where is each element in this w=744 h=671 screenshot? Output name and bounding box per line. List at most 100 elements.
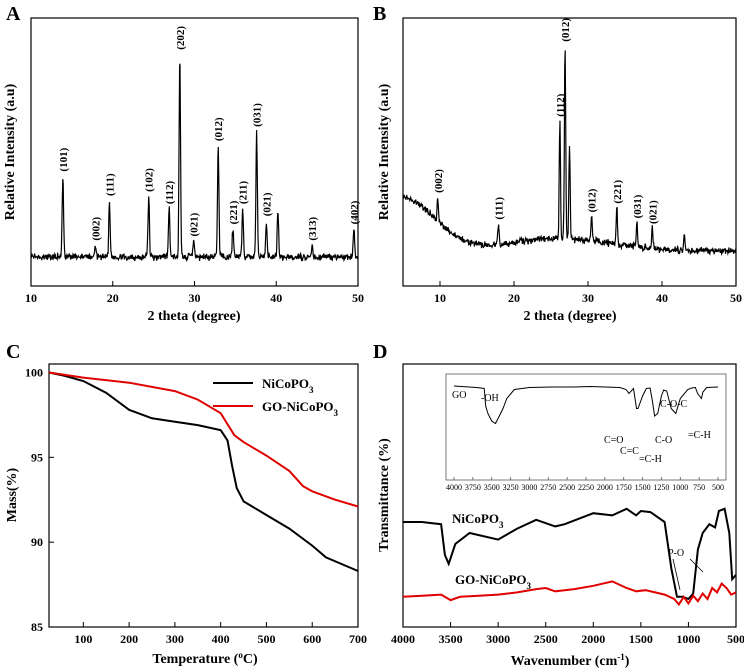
peak-label: (021) (647, 200, 659, 224)
x-tick-label: 500 (727, 632, 744, 646)
x-tick-label: 2000 (581, 632, 605, 646)
inset-tick-label: 1250 (653, 483, 669, 492)
panel-letter-c: C (6, 341, 20, 363)
series-line-go-nicopo3 (402, 580, 737, 607)
x-tick-label: 3000 (486, 632, 510, 646)
x-tick-label: 3500 (439, 632, 463, 646)
x-tick-label: 300 (166, 632, 184, 646)
x-tick-labels: 10 20 30 40 50 (25, 281, 364, 305)
x-tick-label: 700 (349, 632, 367, 646)
inset-tick-labels: 4000 3750 3500 3250 3000 2750 2500 2250 2000 1750… (446, 477, 724, 492)
legend: NiCoPO3 GO-NiCoPO3 (213, 376, 339, 418)
x-tick-label: 40 (656, 291, 668, 305)
panel-a: A 10 20 30 40 50 (101) (002) (111) (102) (112) (2… (3, 3, 364, 324)
xrd-curve (402, 50, 737, 257)
tick-labels: 100 200 300 400 500 600 700 85 90 95 100 (25, 365, 367, 646)
peak-label: (102) (144, 168, 156, 192)
inset-ftir-curve (453, 385, 719, 425)
x-tick-label: 100 (74, 632, 92, 646)
x-tick-labels: 10 20 30 40 50 (434, 281, 742, 305)
x-axis-title: Temperature (oC) (152, 650, 258, 667)
x-tick-label: 600 (303, 632, 321, 646)
x-axis-title: 2 theta (degree) (147, 309, 240, 324)
series-label-nicopo3: NiCoPO3 (452, 511, 504, 530)
inset-tick-label: 1500 (635, 483, 651, 492)
legend-label-go-nicopo3: GO-NiCoPO3 (262, 399, 339, 418)
peak-label: (002) (91, 216, 103, 240)
x-tick-label: 10 (25, 291, 37, 305)
inset-tick-label: 3750 (465, 483, 481, 492)
x-axis-title: 2 theta (degree) (523, 309, 616, 324)
peak-label: (101) (58, 147, 70, 171)
x-tick-label: 20 (107, 291, 119, 305)
peak-label: (021) (189, 212, 201, 236)
peak-label: (002) (433, 169, 445, 193)
annotation-oh: -OH (481, 393, 499, 404)
plot-frame (48, 363, 359, 628)
peak-label: (012) (587, 188, 599, 212)
panel-b: B 10 20 30 40 50 (002) (111) (112) (012) (012) (2… (373, 3, 742, 324)
inset-tick-label: 1000 (672, 483, 688, 492)
x-tick-label: 4000 (391, 632, 415, 646)
legend-label-nicopo3: NiCoPO3 (262, 376, 314, 395)
peak-labels: (101) (002) (111) (102) (112) (202) (021) (012)… (58, 26, 361, 241)
annotation-c-o-double: C=O (604, 435, 624, 446)
series-line-nicopo3 (403, 507, 737, 601)
peak-label: (221) (228, 200, 240, 224)
peak-label: (202) (175, 26, 187, 50)
x-tick-label: 50 (730, 291, 742, 305)
x-tick-label: 20 (508, 291, 520, 305)
po-label: P-O (668, 548, 684, 559)
series-line-nicopo3 (48, 371, 359, 572)
inset-title: GO (452, 390, 466, 401)
y-tick-label: 100 (25, 365, 43, 379)
peak-labels: (002) (111) (112) (012) (012) (221) (031) (021) (433, 18, 660, 224)
panel-letter-b: B (373, 3, 386, 25)
inset-tick-label: 1750 (616, 483, 632, 492)
series-label-go-nicopo3: GO-NiCoPO3 (455, 572, 532, 591)
inset-tick-label: 750 (693, 483, 705, 492)
annotation-c-h-2: =C-H (688, 430, 711, 441)
panel-letter-d: D (373, 341, 387, 363)
peak-label: (313) (307, 216, 319, 240)
inset-tick-label: 500 (712, 483, 724, 492)
peak-label: (112) (555, 93, 567, 117)
y-tick-label: 90 (31, 535, 43, 549)
panel-c: C 100 200 300 400 500 600 700 85 90 95 100 NiCoPO3… (5, 341, 367, 667)
peak-label: (111) (104, 173, 116, 196)
po-arrow (672, 558, 681, 591)
inset-tick-label: 2750 (540, 483, 556, 492)
peak-label: (021) (261, 192, 273, 216)
annotation-c-o: C-O (655, 435, 672, 446)
peak-label: (012) (213, 117, 225, 141)
x-tick-label: 400 (212, 632, 230, 646)
peak-label: (012) (560, 18, 572, 42)
x-axis-title: Wavenumber (cm-1) (511, 652, 630, 669)
inset-frame (445, 373, 727, 481)
x-tick-label: 1500 (629, 632, 653, 646)
peak-label: (221) (612, 179, 624, 203)
annotation-c-o-c: C-O-C (660, 399, 688, 410)
po-arrow (689, 558, 704, 573)
peak-label: (031) (632, 194, 644, 218)
xrd-curve (30, 63, 359, 263)
y-axis-title: Relative Intensity (a.u) (3, 83, 18, 220)
panel-letter-a: A (6, 3, 21, 25)
y-tick-label: 85 (31, 620, 43, 634)
inset-tick-label: 3500 (484, 483, 500, 492)
x-tick-label: 40 (270, 291, 282, 305)
inset-tick-label: 2000 (597, 483, 613, 492)
y-axis-title: Transmittance (%) (377, 438, 392, 552)
peak-label: (031) (252, 103, 264, 127)
series-line-go-nicopo3 (48, 371, 359, 508)
inset-tick-label: 4000 (446, 483, 462, 492)
y-axis-title: Relative Intensity (a.u) (377, 83, 392, 220)
plot-frame (402, 17, 737, 287)
peak-label: (211) (238, 181, 250, 205)
peak-label: (402) (349, 200, 361, 224)
inset-tick-label: 3000 (521, 483, 537, 492)
inset-tick-label: 2500 (559, 483, 575, 492)
plot-frame (402, 363, 737, 628)
y-axis-title: Mass(%) (5, 467, 20, 522)
